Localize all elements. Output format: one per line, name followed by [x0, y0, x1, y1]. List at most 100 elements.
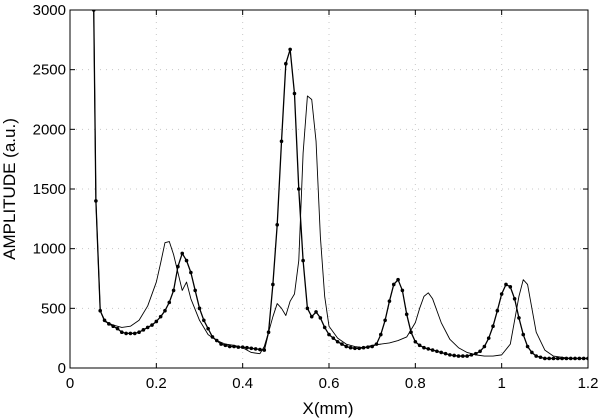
data-point [499, 292, 504, 296]
data-point [206, 326, 210, 331]
series-layer [91, 10, 588, 361]
data-point [145, 325, 150, 330]
y-tick-label: 0 [58, 360, 66, 377]
x-tick-label: 1 [497, 375, 505, 392]
data-point [314, 310, 318, 314]
data-point [154, 319, 159, 324]
data-point [461, 354, 465, 358]
data-point [262, 348, 267, 352]
data-point [486, 336, 491, 340]
data-point [193, 288, 197, 293]
data-point [547, 356, 551, 361]
data-point [184, 258, 189, 263]
x-tick-label: 0 [66, 375, 74, 392]
data-point [435, 349, 439, 354]
data-point [482, 344, 487, 349]
data-point [296, 187, 301, 191]
data-point [150, 323, 154, 327]
y-tick-label: 1500 [33, 181, 66, 198]
y-tick-label: 1000 [33, 241, 66, 258]
data-point [426, 347, 431, 351]
data-point [521, 332, 526, 337]
data-point [551, 356, 556, 361]
plot-frame [69, 9, 589, 369]
y-tick-label: 2500 [33, 62, 66, 79]
data-point [348, 345, 353, 350]
data-point [301, 258, 305, 263]
axis-ticks: 0 0.2 0.4 0.6 0.8 1 1.2 0 500 1000 1500 2000 2500 300… [33, 2, 599, 392]
data-point [353, 346, 357, 351]
data-point [555, 356, 560, 361]
data-point [271, 282, 275, 287]
data-point [327, 332, 331, 337]
data-point [452, 353, 456, 358]
data-point [525, 344, 530, 349]
data-point [508, 285, 513, 289]
data-point [417, 343, 422, 348]
data-point [120, 330, 124, 335]
data-point [202, 318, 206, 323]
data-point [340, 342, 344, 346]
data-point [396, 277, 400, 282]
y-tick-label: 500 [41, 300, 66, 317]
data-point [284, 61, 288, 66]
data-point [400, 288, 405, 293]
data-point [448, 353, 452, 357]
data-point [128, 331, 133, 336]
data-point [141, 328, 146, 332]
data-point [538, 355, 543, 360]
data-point [124, 331, 128, 336]
data-point [158, 314, 163, 319]
data-point [491, 324, 495, 329]
data-point [387, 299, 392, 303]
data-point [430, 348, 435, 352]
data-point [344, 344, 349, 349]
data-point [249, 346, 254, 351]
data-point [318, 316, 323, 320]
data-point [275, 223, 280, 227]
y-axis-label: AMPLITUDE (a.u.) [0, 118, 19, 260]
data-point [512, 296, 517, 301]
data-point [288, 47, 292, 52]
data-point [309, 314, 314, 319]
data-point [197, 306, 202, 311]
x-axis-label: X(mm) [303, 399, 354, 418]
data-point [279, 139, 284, 144]
data-point [335, 339, 340, 344]
data-point [245, 345, 249, 350]
x-tick-label: 0.8 [405, 375, 426, 392]
data-point [180, 251, 185, 256]
data-point [422, 345, 426, 350]
data-point [530, 350, 534, 355]
data-point [219, 342, 223, 346]
data-point [517, 316, 521, 320]
data-point [292, 91, 297, 96]
data-point [534, 354, 538, 358]
data-point [163, 308, 167, 313]
x-tick-label: 1.2 [578, 375, 599, 392]
data-point [504, 282, 508, 287]
data-point [253, 347, 258, 351]
data-point [305, 306, 310, 311]
data-point [404, 312, 409, 317]
data-point [478, 349, 482, 354]
data-point [456, 354, 461, 358]
data-point [465, 354, 469, 358]
data-point [331, 336, 336, 340]
data-point [379, 332, 383, 337]
data-point [383, 318, 387, 323]
data-point [439, 350, 444, 355]
data-point [495, 308, 500, 313]
data-point [132, 331, 137, 336]
data-point [137, 330, 141, 335]
x-tick-label: 0.2 [146, 375, 167, 392]
x-tick-label: 0.4 [232, 375, 253, 392]
series-line-2 [93, 10, 588, 359]
data-point [443, 351, 448, 356]
data-point [167, 300, 172, 305]
data-point [258, 347, 262, 352]
data-point [543, 356, 547, 361]
data-point [115, 326, 120, 331]
data-point [227, 344, 232, 349]
